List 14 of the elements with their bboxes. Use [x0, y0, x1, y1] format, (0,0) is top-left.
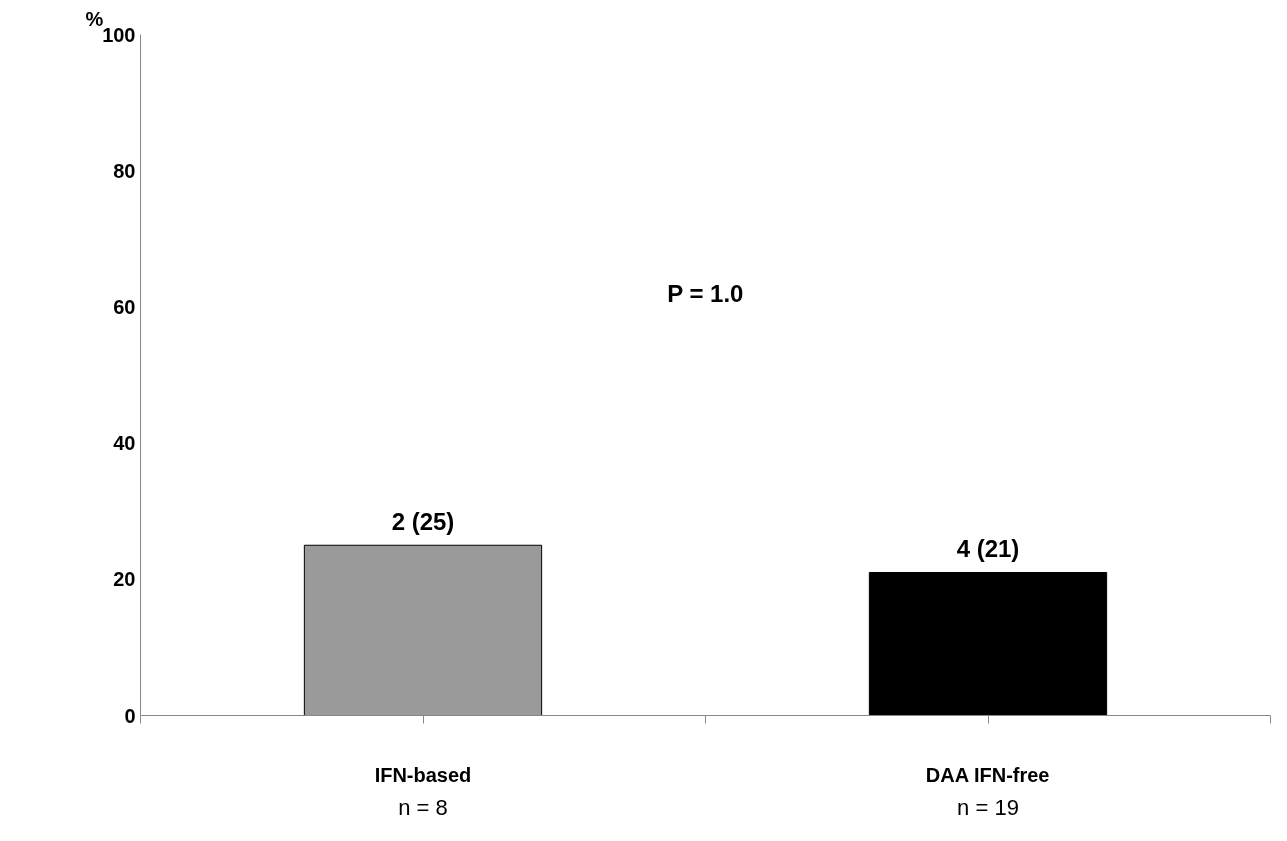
y-tick-label: 60 [113, 295, 136, 318]
x-tick-label: IFN-based [374, 763, 472, 786]
y-tick-label: 100 [102, 23, 136, 46]
y-tick-label: 80 [113, 159, 136, 182]
text: n = 19 [957, 794, 1019, 820]
y-tick-label: 0 [124, 704, 136, 727]
text: n = 8 [398, 794, 448, 820]
data-label: 4 (21) [956, 535, 1020, 563]
y-tick-label: 20 [113, 568, 136, 591]
data-label: 2 (25) [391, 508, 455, 536]
y-axis-title: % [85, 7, 104, 30]
x-tick-label: DAA IFN-free [925, 763, 1050, 786]
annotation: P = 1.0 [667, 279, 744, 307]
y-tick-label: 40 [113, 432, 136, 455]
